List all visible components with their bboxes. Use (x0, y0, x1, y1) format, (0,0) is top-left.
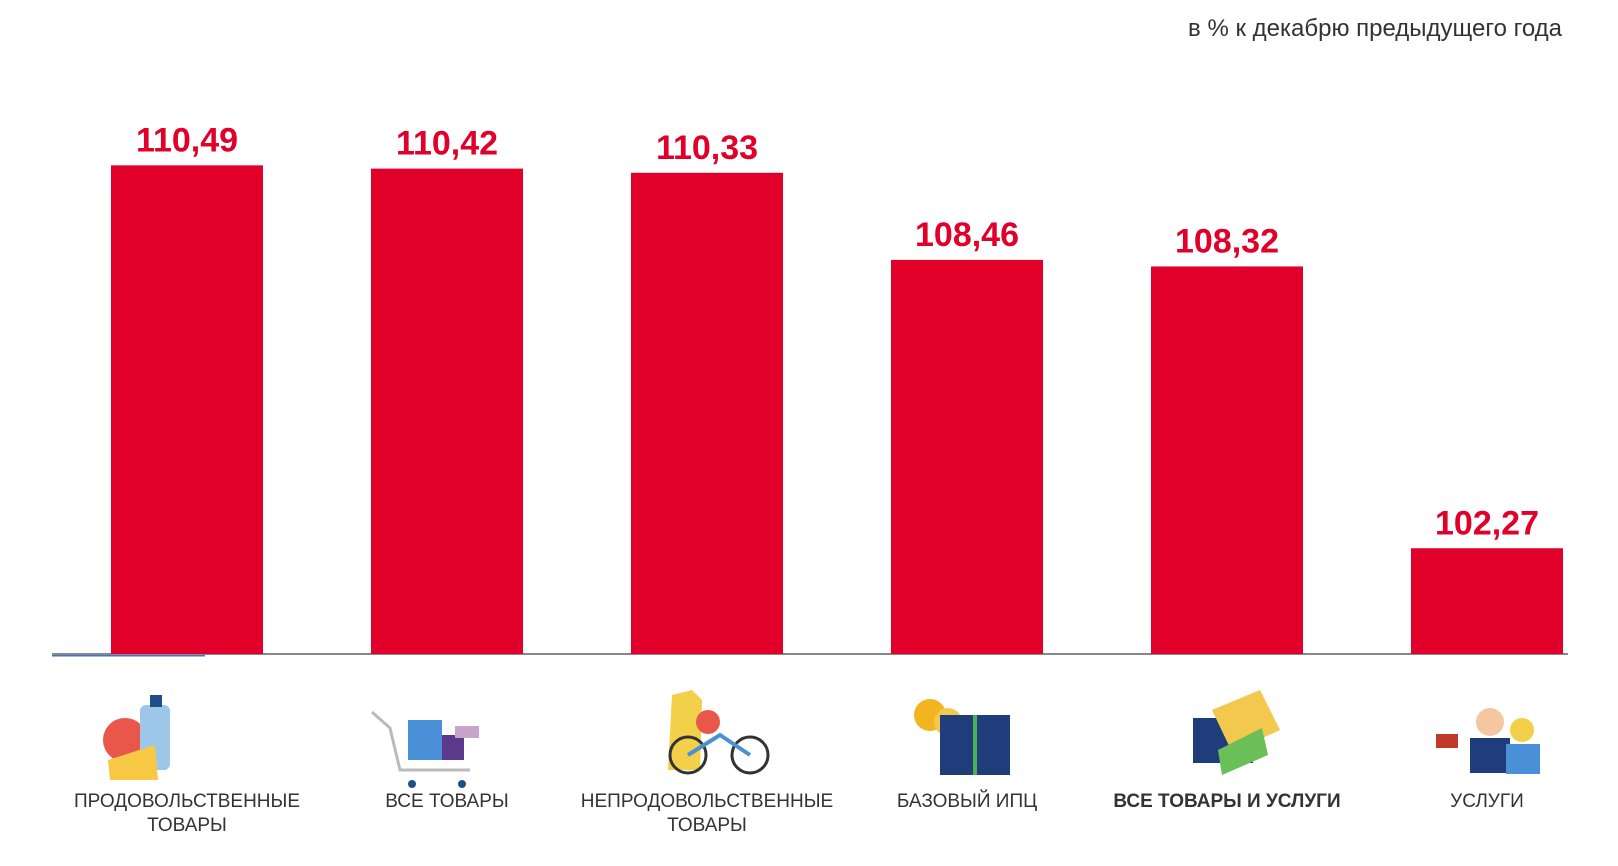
category-label: ВСЕ ТОВАРЫ (297, 790, 597, 814)
icon-services (1436, 708, 1540, 774)
bar (1151, 266, 1303, 654)
category-label: ПРОДОВОЛЬСТВЕННЫЕ ТОВАРЫ (37, 790, 337, 838)
value-label: 110,42 (396, 125, 498, 163)
category-label: УСЛУГИ (1337, 790, 1618, 814)
page: в % к декабрю предыдущего года 110,49 110… (0, 0, 1618, 866)
bar (371, 169, 523, 654)
bar (631, 173, 783, 654)
value-label: 110,49 (136, 121, 238, 159)
bar (1411, 548, 1563, 654)
icon-cart (372, 712, 479, 788)
category-label: БАЗОВЫЙ ИПЦ (817, 790, 1117, 814)
subtitle: в % к декабрю предыдущего года (1188, 15, 1563, 42)
icon-food (103, 695, 170, 780)
chart: в % к декабрю предыдущего года 110,49 110… (0, 0, 1618, 866)
value-label: 108,32 (1175, 222, 1279, 260)
bar (111, 165, 263, 654)
icon-nonfood (668, 690, 768, 773)
value-label: 102,27 (1435, 504, 1539, 542)
value-label: 108,46 (915, 216, 1019, 254)
icon-all (1193, 690, 1280, 775)
category-label: ВСЕ ТОВАРЫ И УСЛУГИ (1077, 790, 1377, 814)
icon-base (914, 699, 1010, 775)
category-label: НЕПРОДОВОЛЬСТВЕННЫЕ ТОВАРЫ (557, 790, 857, 838)
bar (891, 260, 1043, 654)
value-label: 110,33 (656, 129, 758, 167)
